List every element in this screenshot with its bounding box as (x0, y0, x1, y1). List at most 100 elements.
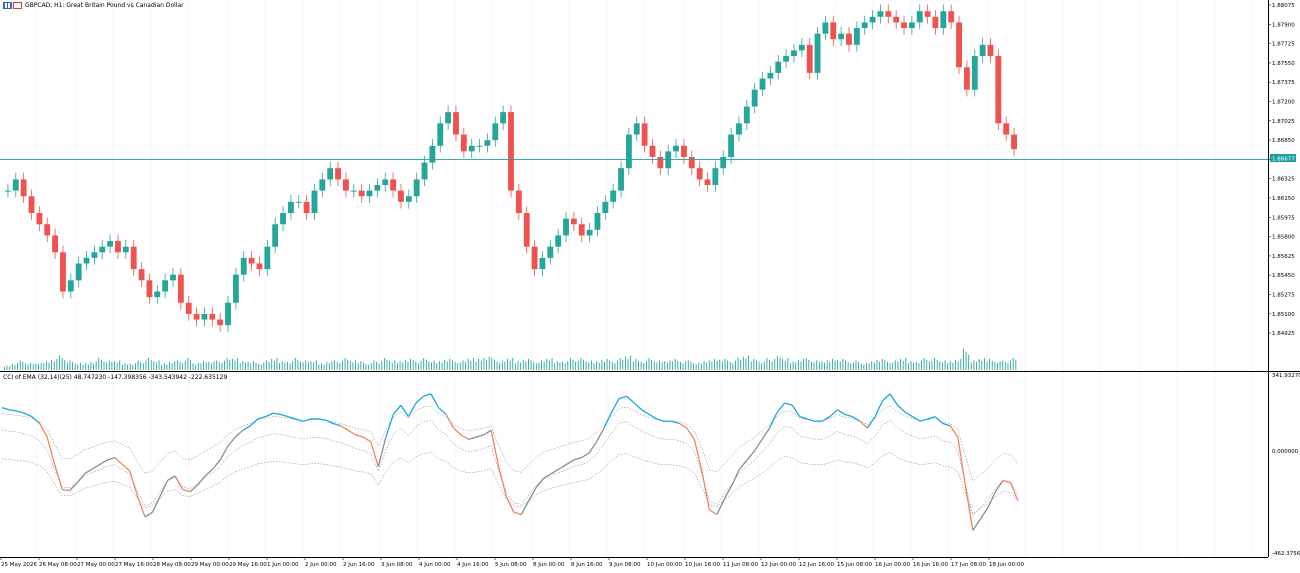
volume-bar (687, 360, 689, 370)
cci-line-segment (566, 459, 575, 466)
cci-line-segment (927, 416, 936, 420)
time-tick-label: 15 Jun 08:00 (837, 562, 872, 568)
candle-body (515, 190, 522, 214)
volume-bar (480, 360, 482, 370)
volume-bar (548, 360, 550, 370)
volume-bar (349, 361, 351, 370)
volume-bar (590, 360, 592, 370)
candle-body (806, 44, 813, 73)
volume-bar (1004, 361, 1006, 370)
candle-body (555, 235, 562, 247)
cci-line-segment (949, 425, 959, 438)
candle-body (523, 213, 530, 247)
volume-bar (632, 361, 634, 370)
candle-body (979, 44, 986, 57)
cci-line-segment (897, 404, 906, 413)
candle-body (468, 145, 475, 152)
price-tick-label: 1.87725 (1272, 42, 1295, 48)
volume-bar (339, 363, 341, 370)
volume-bar (659, 360, 660, 370)
cci-line-segment (513, 511, 522, 516)
cci-line-segment (189, 484, 199, 493)
volume-bar (942, 362, 943, 370)
volume-bar (53, 361, 55, 370)
cci-line-segment (438, 407, 447, 415)
volume-bar (402, 362, 404, 370)
cci-line-segment (595, 427, 605, 443)
volume-bar (907, 363, 909, 370)
volume-bar (197, 362, 199, 370)
volume-bar (923, 358, 925, 370)
volume-bar (27, 364, 29, 370)
volume-bar (436, 363, 438, 370)
cci-line-segment (182, 488, 191, 493)
candle-body (1003, 123, 1010, 135)
volume-bar (834, 360, 836, 370)
volume-bar (389, 361, 391, 370)
volume-bar (43, 363, 45, 370)
volume-bar (48, 362, 50, 370)
volume-bar (242, 361, 244, 370)
volume-bar (378, 363, 380, 370)
volume-bar (944, 360, 946, 370)
price-tick-label: 1.84925 (1272, 331, 1295, 337)
chart-grid-icon[interactable] (3, 2, 12, 9)
volume-bar (695, 364, 697, 370)
volume-bar (473, 358, 474, 370)
volume-bar (664, 361, 666, 370)
volume-bar (383, 358, 385, 370)
time-axis[interactable]: 25 May 2026 26 May 08:00 27 May 00:00 27 Ma… (0, 557, 1024, 568)
candle-body (5, 190, 11, 192)
cci-line-segment (957, 437, 966, 486)
volume-bar (512, 358, 514, 370)
candle-body (67, 280, 74, 292)
indicator-tick-label: 341.932700 (1272, 373, 1300, 379)
cci-line-segment (709, 509, 718, 516)
volume-bar (365, 363, 367, 370)
volume-bar (719, 359, 721, 370)
volume-bar (82, 364, 84, 370)
chart-grid-icon[interactable] (13, 2, 22, 9)
candle-body (138, 269, 145, 281)
volume-bar (499, 362, 501, 370)
candle-body (539, 257, 546, 270)
cci-line-segment (415, 395, 424, 404)
volume-bar (373, 360, 375, 370)
volume-bar (755, 360, 757, 370)
volume-bar (577, 360, 579, 370)
candle-body (743, 106, 750, 124)
volume-bar (554, 363, 556, 370)
volume-bar (129, 363, 131, 370)
cci-line-segment (618, 395, 627, 400)
price-axis[interactable]: 1.88075 1.87900 1.87725 1.87550 1.87375 1.872… (1268, 3, 1295, 337)
volume-bar (604, 361, 605, 370)
candle-body (350, 190, 357, 192)
volume-bar (672, 361, 674, 370)
time-tick-label: 8 Jun 16:00 (571, 562, 603, 568)
volume-bar (182, 363, 184, 370)
volume-bar (732, 363, 734, 370)
volume-bar (271, 358, 273, 370)
volume-bar (790, 363, 791, 370)
candle-body (783, 56, 790, 62)
candle-body (775, 61, 782, 73)
cci-indicator-lines (1, 393, 1019, 531)
cci-line-segment (581, 452, 590, 459)
indicator-axis[interactable]: 341.932700 0.000000 -462.375690 (1272, 373, 1300, 557)
volume-bar (627, 358, 629, 370)
volume-bar (957, 361, 959, 370)
volume-bar (307, 361, 309, 370)
volume-bar (661, 361, 663, 370)
cci-line-segment (483, 429, 492, 436)
volume-bar (716, 360, 718, 370)
volume-bar (690, 361, 692, 370)
candle-body (201, 313, 208, 320)
volume-bar (559, 362, 561, 370)
candle-body (531, 246, 538, 270)
volume-bar (300, 361, 301, 370)
volume-bar (203, 361, 205, 370)
volume-bar (800, 361, 802, 370)
volume-bar (1007, 363, 1009, 370)
volume-bar (530, 360, 532, 370)
